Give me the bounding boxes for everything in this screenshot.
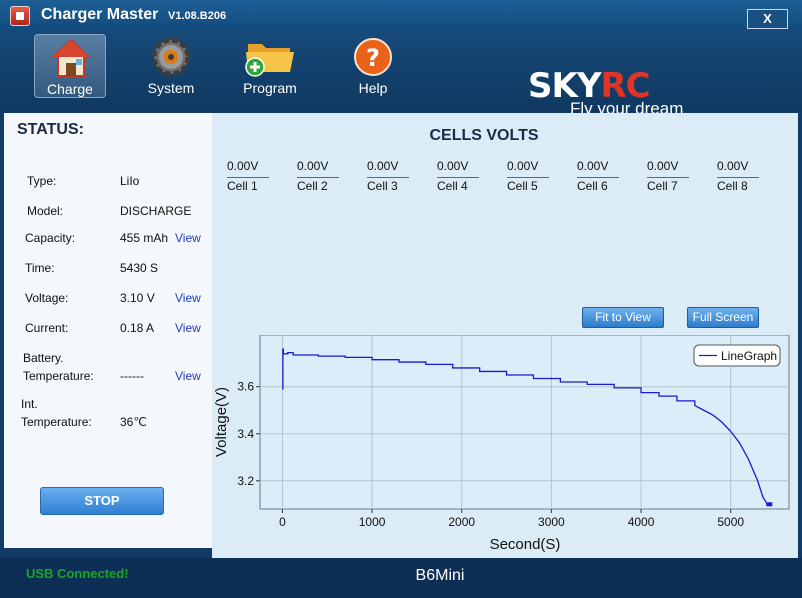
- tab-program-label: Program: [243, 80, 297, 96]
- cell-value: 0.00V: [647, 159, 679, 173]
- legend-label: LineGraph: [721, 349, 777, 363]
- x-axis-label: Second(S): [490, 536, 561, 553]
- x-tick-label: 4000: [628, 515, 655, 529]
- current-label: Current:: [25, 321, 69, 335]
- logo-sky: SKY: [528, 66, 601, 106]
- current-value: 0.18 A: [120, 321, 155, 335]
- tab-system[interactable]: System: [135, 34, 207, 98]
- tab-help[interactable]: ? Help: [337, 34, 409, 98]
- tab-charge-label: Charge: [47, 81, 93, 97]
- app-version: V1.08.B206: [168, 10, 227, 22]
- int-temp-label-2: Temperature:: [21, 415, 92, 429]
- x-tick-label: 3000: [538, 515, 565, 529]
- main-panel: CELLS VOLTS 0.00V Cell 1 0.00V Cell 2 0.00…: [212, 113, 798, 558]
- tick-layer: 0 1000 2000 3000 4000 5000 3.2 3.4 3.6: [237, 380, 773, 529]
- status-bar: USB Connected! B6Mini: [0, 558, 802, 598]
- int-temp-label-1: Int.: [21, 397, 38, 411]
- gear-icon: [151, 37, 191, 77]
- app-title: Charger Master: [41, 6, 159, 23]
- legend: LineGraph: [693, 344, 781, 367]
- voltage-label: Voltage:: [25, 291, 69, 305]
- cell-7: 0.00V Cell 7: [647, 159, 689, 193]
- usb-status: USB Connected!: [26, 566, 129, 581]
- cell-value: 0.00V: [717, 159, 749, 173]
- time-label: Time:: [25, 261, 55, 275]
- cell-name: Cell 6: [577, 179, 608, 193]
- folder-add-icon: [245, 44, 294, 77]
- y-tick-label: 3.2: [237, 474, 254, 488]
- cell-3: 0.00V Cell 3: [367, 159, 409, 193]
- app-icon: [10, 6, 30, 26]
- cell-value: 0.00V: [297, 159, 329, 173]
- logo-rc: RC: [600, 66, 650, 106]
- capacity-label: Capacity:: [25, 231, 76, 245]
- toolbar: Charge System Program ?: [0, 30, 802, 118]
- y-axis-label: Voltage(V): [213, 387, 230, 457]
- help-icon: ?: [354, 38, 392, 76]
- skyrc-logo: SKYRC: [528, 66, 651, 106]
- cell-value: 0.00V: [437, 159, 469, 173]
- cell-name: Cell 2: [297, 179, 328, 193]
- cell-1: 0.00V Cell 1: [227, 159, 269, 193]
- svg-text:?: ?: [366, 44, 380, 72]
- cell-name: Cell 7: [647, 179, 678, 193]
- type-label: Type:: [27, 174, 57, 188]
- series-line-voltage: [282, 348, 770, 505]
- tab-system-label: System: [147, 80, 195, 96]
- model-label: Model:: [27, 204, 64, 218]
- capacity-value: 455 mAh: [120, 231, 169, 245]
- int-temp-value: 36℃: [120, 415, 147, 429]
- status-title: STATUS:: [17, 121, 84, 138]
- cell-name: Cell 3: [367, 179, 398, 193]
- fit-to-view-button[interactable]: Fit to View: [582, 307, 664, 328]
- voltage-chart: 0 1000 2000 3000 4000 5000 3.2 3.4 3.6 LineGraph…: [213, 335, 790, 553]
- tab-program[interactable]: Program: [234, 34, 306, 98]
- capacity-view-link[interactable]: View: [175, 231, 201, 245]
- tab-charge[interactable]: Charge: [34, 34, 106, 98]
- y-tick-label: 3.6: [237, 380, 254, 394]
- cell-value: 0.00V: [507, 159, 539, 173]
- title-bar: Charger Master V1.08.B206 X: [0, 0, 802, 30]
- cell-5: 0.00V Cell 5: [507, 159, 549, 193]
- cell-name: Cell 5: [507, 179, 538, 193]
- voltage-value: 3.10 V: [120, 291, 155, 305]
- cell-2: 0.00V Cell 2: [297, 159, 339, 193]
- x-tick-label: 0: [279, 515, 286, 529]
- cell-name: Cell 1: [227, 179, 258, 193]
- x-tick-label: 1000: [359, 515, 386, 529]
- battery-temp-label-2: Temperature:: [23, 369, 94, 383]
- x-tick-label: 5000: [717, 515, 744, 529]
- voltage-view-link[interactable]: View: [175, 291, 201, 305]
- y-tick-label: 3.4: [237, 427, 254, 441]
- tab-help-label: Help: [358, 80, 388, 96]
- cell-value: 0.00V: [577, 159, 609, 173]
- battery-temp-label-1: Battery.: [23, 351, 64, 365]
- cell-6: 0.00V Cell 6: [577, 159, 619, 193]
- model-value: DISCHARGE: [120, 204, 192, 218]
- battery-temp-view-link[interactable]: View: [175, 369, 201, 383]
- full-screen-button[interactable]: Full Screen: [687, 307, 759, 328]
- status-panel: STATUS: Type: LiIo Model: DISCHARGE Capa…: [4, 113, 212, 548]
- cell-4: 0.00V Cell 4: [437, 159, 479, 193]
- cell-8: 0.00V Cell 8: [717, 159, 759, 193]
- time-value: 5430 S: [120, 261, 159, 275]
- device-name: B6Mini: [415, 567, 465, 584]
- x-tick-label: 2000: [448, 515, 475, 529]
- cell-name: Cell 4: [437, 179, 468, 193]
- current-view-link[interactable]: View: [175, 321, 201, 335]
- house-icon: [51, 38, 91, 77]
- cell-name: Cell 8: [717, 179, 748, 193]
- close-button[interactable]: X: [747, 9, 788, 29]
- cells-volts-title: CELLS VOLTS: [429, 127, 539, 144]
- cell-value: 0.00V: [367, 159, 399, 173]
- stop-button[interactable]: STOP: [40, 487, 164, 515]
- battery-temp-value: ------: [120, 369, 144, 383]
- type-value: LiIo: [120, 174, 140, 188]
- cell-value: 0.00V: [227, 159, 259, 173]
